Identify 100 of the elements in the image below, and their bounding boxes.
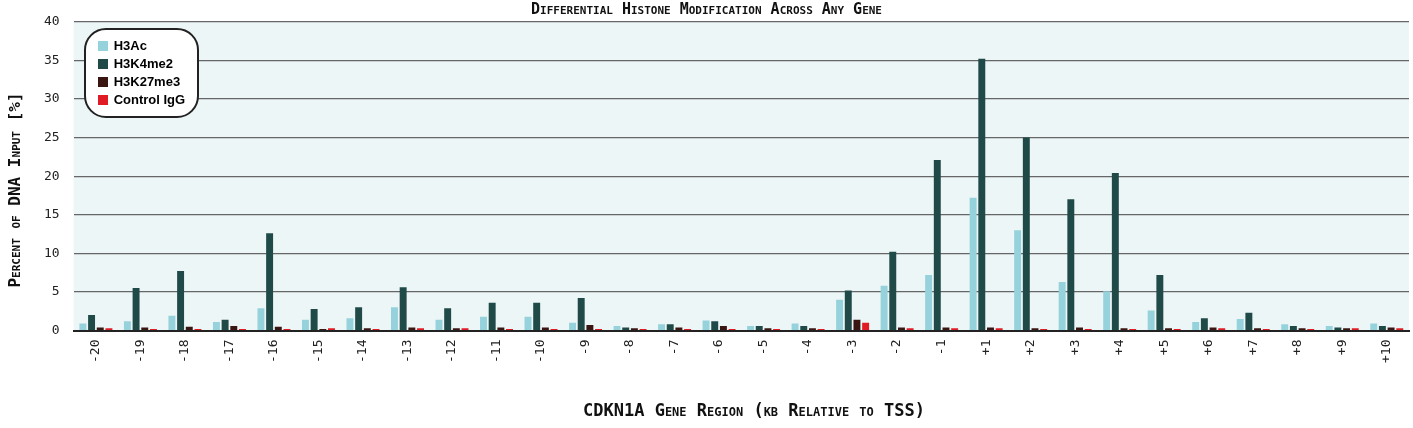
x-axis-title: CDKN1A Gene Region (kb Relative to TSS) bbox=[582, 400, 926, 420]
bar bbox=[1334, 327, 1342, 330]
bar bbox=[79, 323, 87, 330]
bar bbox=[212, 322, 220, 330]
bar bbox=[497, 327, 505, 330]
bar bbox=[1147, 310, 1155, 330]
bar bbox=[123, 321, 131, 330]
x-tick-label: +6 bbox=[1200, 339, 1216, 356]
x-tick-label: -6 bbox=[710, 339, 726, 356]
bar bbox=[132, 288, 140, 330]
x-tick-label: -15 bbox=[309, 339, 325, 363]
x-tick-label: -12 bbox=[443, 339, 459, 363]
bar bbox=[1387, 327, 1395, 330]
bar bbox=[541, 327, 549, 330]
bar bbox=[577, 298, 585, 330]
bar bbox=[747, 325, 755, 330]
bar bbox=[719, 325, 727, 330]
bar bbox=[1289, 325, 1297, 330]
bar bbox=[1200, 318, 1208, 330]
x-tick-label: +3 bbox=[1066, 339, 1082, 356]
bar bbox=[800, 325, 808, 330]
x-tick-label: -5 bbox=[754, 339, 770, 356]
y-tick-label: 40 bbox=[44, 13, 60, 29]
bar bbox=[844, 290, 852, 330]
x-tick-label: -11 bbox=[487, 339, 503, 363]
bar bbox=[355, 307, 363, 330]
bar bbox=[1022, 137, 1030, 330]
bar bbox=[1014, 230, 1022, 330]
bar bbox=[266, 233, 274, 330]
y-tick-label: 10 bbox=[44, 244, 60, 260]
y-tick-label: 15 bbox=[44, 206, 60, 222]
x-tick-label: +1 bbox=[977, 339, 993, 356]
bar bbox=[274, 326, 282, 330]
x-tick-label: +10 bbox=[1378, 339, 1394, 363]
legend-label: Control IgG bbox=[113, 92, 186, 108]
x-tick-label: -13 bbox=[398, 339, 414, 363]
bar bbox=[702, 320, 710, 330]
x-tick-label: -19 bbox=[131, 339, 147, 363]
x-tick-label: -9 bbox=[576, 339, 592, 356]
bar bbox=[141, 327, 149, 330]
bar bbox=[1111, 173, 1119, 330]
bar bbox=[933, 159, 941, 330]
y-tick-label: 30 bbox=[44, 90, 60, 106]
bar bbox=[1378, 325, 1386, 330]
x-tick-label: -16 bbox=[265, 339, 281, 363]
bar bbox=[791, 323, 799, 330]
x-tick-label: -2 bbox=[888, 339, 904, 356]
y-axis-title: Percent of DNA Input [%] bbox=[4, 92, 24, 288]
bar bbox=[1103, 291, 1111, 330]
y-tick-label: 35 bbox=[44, 51, 60, 67]
bar bbox=[1370, 323, 1378, 330]
y-tick-label: 20 bbox=[44, 167, 60, 183]
bar bbox=[301, 319, 309, 330]
bar bbox=[622, 327, 630, 330]
bar bbox=[257, 308, 265, 330]
legend-label: H3K4me2 bbox=[113, 56, 173, 72]
bar bbox=[836, 299, 844, 330]
bar bbox=[569, 322, 576, 330]
bar bbox=[444, 308, 452, 330]
bar bbox=[310, 308, 318, 330]
bar bbox=[675, 327, 683, 330]
x-tick-label: +2 bbox=[1022, 339, 1038, 356]
bar bbox=[711, 321, 719, 330]
bar bbox=[1076, 327, 1083, 330]
chart-title: Differential Histone Modification Across Any Gene bbox=[531, 0, 882, 18]
bar bbox=[230, 325, 238, 330]
bar bbox=[666, 324, 674, 330]
y-tick-label: 25 bbox=[44, 128, 60, 144]
bar bbox=[221, 319, 229, 330]
bar bbox=[987, 327, 994, 330]
x-tick-label: +4 bbox=[1111, 339, 1127, 356]
bar bbox=[185, 326, 193, 330]
bar bbox=[1236, 318, 1244, 330]
bar bbox=[1209, 327, 1217, 330]
bar bbox=[658, 324, 666, 330]
bar bbox=[1156, 274, 1164, 330]
bar bbox=[533, 302, 541, 330]
bar bbox=[853, 319, 861, 330]
bar bbox=[889, 251, 897, 330]
x-tick-label: -4 bbox=[799, 339, 815, 356]
legend-label: H3Ac bbox=[113, 38, 147, 54]
y-tick-label: 0 bbox=[51, 321, 60, 337]
bar bbox=[613, 325, 621, 330]
bar bbox=[1067, 199, 1075, 330]
x-tick-label: -18 bbox=[176, 339, 192, 363]
bar bbox=[346, 318, 354, 330]
bar bbox=[391, 307, 398, 330]
bar bbox=[1245, 312, 1253, 330]
x-tick-label: -10 bbox=[532, 339, 548, 363]
x-tick-label: -17 bbox=[220, 339, 236, 363]
bar bbox=[1325, 325, 1333, 330]
bar bbox=[897, 327, 905, 330]
x-tick-label: +9 bbox=[1333, 339, 1349, 356]
bar bbox=[488, 302, 496, 330]
x-tick-label: -20 bbox=[87, 339, 103, 363]
bar bbox=[969, 197, 977, 330]
bar bbox=[862, 322, 870, 330]
y-tick-label: 5 bbox=[51, 283, 60, 299]
bar bbox=[755, 325, 763, 330]
x-tick-label: +7 bbox=[1244, 339, 1260, 356]
